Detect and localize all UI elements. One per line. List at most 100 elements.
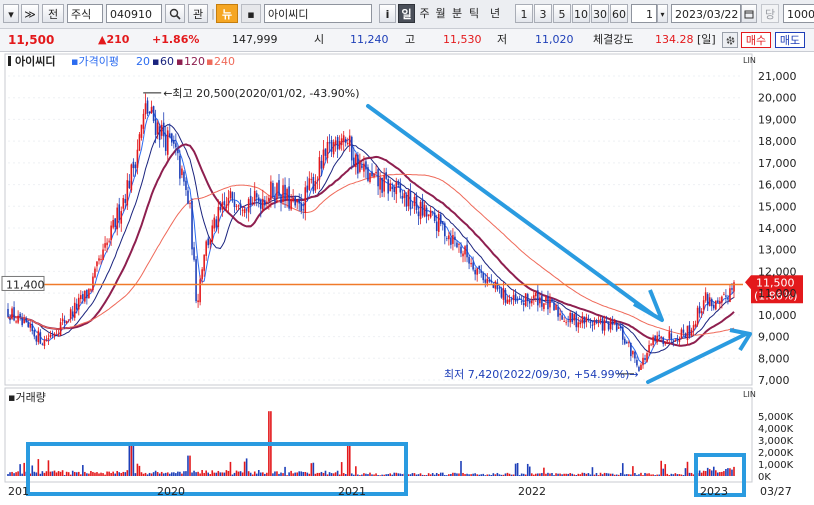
interval-1-button[interactable]: 1	[515, 4, 533, 23]
candle	[407, 190, 410, 207]
candle	[626, 341, 628, 344]
interval-input[interactable]: 1	[631, 4, 657, 23]
info-button[interactable]: i	[379, 4, 396, 23]
volume-bar	[213, 472, 216, 476]
volume-bar	[193, 470, 195, 476]
candle	[92, 276, 94, 291]
period-day-tab[interactable]: 일	[398, 4, 415, 23]
date-input[interactable]: 2023/03/22	[671, 4, 741, 23]
title-marker	[8, 56, 11, 66]
candle	[472, 262, 474, 270]
candle	[401, 195, 404, 199]
volume-bar	[535, 473, 537, 476]
mode-toggle-button[interactable]: ▪	[241, 4, 261, 23]
price-axis-tick: 14,000	[758, 222, 797, 235]
period-year-tab[interactable]: 년	[489, 7, 501, 20]
candle	[49, 334, 52, 338]
candle	[231, 192, 234, 201]
interval-3-button[interactable]: 3	[534, 4, 552, 23]
volume-bar	[302, 472, 305, 476]
volume-bar	[413, 473, 416, 476]
candle	[727, 297, 729, 300]
volume-bar	[57, 471, 60, 476]
candle	[346, 142, 349, 144]
volume-bar	[251, 474, 254, 476]
volume-bar	[454, 472, 456, 476]
ma240-line	[7, 173, 735, 336]
candle	[441, 220, 444, 224]
interval-10-button[interactable]: 10	[572, 4, 590, 23]
candle	[106, 242, 108, 246]
stock-code-input[interactable]: 040910	[106, 4, 162, 23]
expand-menu-button[interactable]: ≫	[21, 4, 39, 23]
candle	[543, 303, 545, 310]
volume-highlight-box-left	[26, 442, 408, 496]
buy-button[interactable]: 매수	[741, 32, 771, 48]
volume-bar	[450, 473, 452, 476]
x-axis-label: 2022	[518, 485, 546, 498]
period-month-tab[interactable]: 월	[435, 7, 446, 20]
candle	[203, 254, 205, 271]
candle	[324, 148, 327, 156]
stock-name-field[interactable]: 아이씨디	[264, 4, 372, 23]
period-week-tab[interactable]: 주	[419, 7, 430, 20]
interval-5-button[interactable]: 5	[553, 4, 571, 23]
candle	[535, 292, 537, 297]
volume-bar	[39, 473, 42, 476]
volume-scale-marker[interactable]: LIN	[743, 390, 756, 399]
gear-icon[interactable]	[722, 32, 738, 48]
candle	[488, 279, 491, 282]
volume-bar	[502, 474, 505, 476]
legend-ma-label: ▪가격이평	[71, 55, 119, 68]
candle	[359, 161, 361, 172]
volume-bar	[708, 469, 711, 476]
volume-bar	[530, 473, 533, 476]
volume-bar	[656, 474, 658, 476]
sell-button[interactable]: 매도	[775, 32, 805, 48]
volume-bar	[719, 472, 721, 476]
calendar-icon[interactable]	[741, 4, 757, 23]
period-tick-tab[interactable]: 틱	[468, 7, 480, 20]
count-input[interactable]: 1000	[783, 4, 814, 23]
candle	[328, 142, 331, 144]
volume-bar	[692, 474, 695, 476]
volume-bar	[557, 473, 559, 476]
volume-bar	[520, 473, 523, 476]
dang-button[interactable]: 당	[761, 4, 779, 23]
dropdown-button[interactable]: ▾	[3, 4, 19, 23]
volume-bar	[55, 472, 58, 476]
volume-bar	[241, 472, 244, 476]
candle	[63, 320, 66, 324]
volume-bar	[391, 474, 394, 476]
price-scale-marker[interactable]: LIN	[743, 56, 756, 65]
volume-bar	[555, 473, 557, 476]
volume-bar	[377, 475, 379, 476]
candle	[166, 130, 169, 155]
candle	[96, 261, 98, 267]
volume-bar	[211, 470, 214, 476]
volume-bar	[361, 474, 363, 476]
volume-bar	[662, 468, 665, 476]
market-select[interactable]: 주식	[67, 4, 103, 23]
stock-chart[interactable]: 11,400 11,500(1.86%) ←최고 20,500(2020/01/0…	[0, 52, 814, 502]
volume-bar	[41, 471, 44, 476]
volume-bar	[49, 471, 52, 476]
candle	[268, 197, 270, 202]
volume-bar	[191, 472, 193, 476]
volume-bar	[605, 473, 608, 476]
volume-bar	[359, 475, 361, 476]
period-minute-tab[interactable]: 분	[451, 7, 463, 20]
volume-bar	[468, 474, 470, 476]
search-icon[interactable]	[165, 4, 185, 23]
candle	[688, 325, 691, 337]
gwan-button[interactable]: 관	[188, 4, 208, 23]
news-button[interactable]: 뉴	[216, 4, 238, 23]
price-axis-tick: 16,000	[758, 179, 797, 192]
volume-bar	[676, 474, 679, 476]
price-panel-frame	[4, 53, 753, 386]
interval-spin-icon[interactable]: ▾	[657, 4, 668, 23]
jeon-button[interactable]: 전	[42, 4, 64, 23]
interval-30-button[interactable]: 30	[591, 4, 609, 23]
volume-bar	[628, 474, 630, 476]
interval-60-button[interactable]: 60	[610, 4, 628, 23]
